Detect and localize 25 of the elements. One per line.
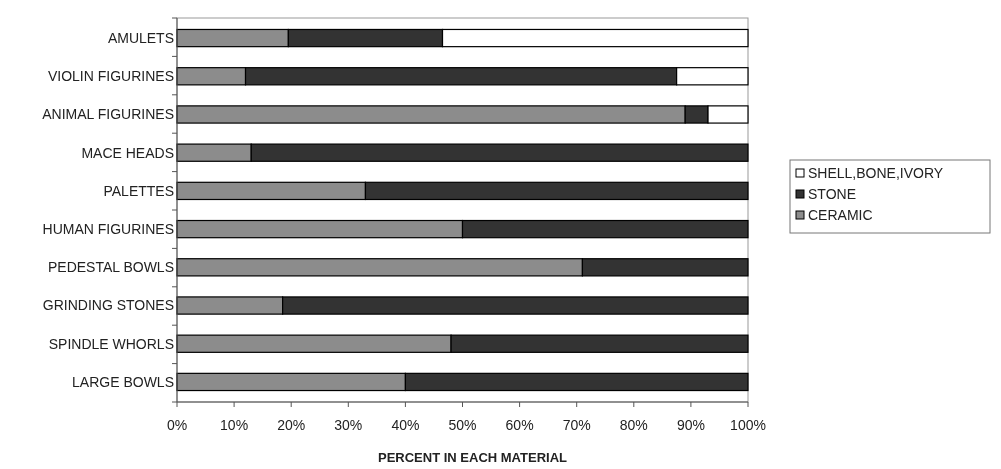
y-tick-label: HUMAN FIGURINES	[42, 221, 174, 237]
x-tick-label: 50%	[448, 417, 477, 433]
y-tick-label: LARGE BOWLS	[72, 373, 174, 390]
y-tick-label: MACE HEADS	[81, 144, 174, 161]
legend-label: CERAMIC	[808, 206, 873, 223]
legend-label: SHELL,BONE,IVORY	[808, 164, 944, 181]
x-tick-label: 100%	[730, 417, 766, 433]
x-tick-label: 0%	[166, 417, 188, 433]
legend-label: STONE	[808, 185, 856, 202]
y-tick-label: PEDESTAL BOWLS	[47, 259, 174, 276]
x-tick-label: 60%	[505, 417, 534, 433]
y-tick-label: VIOLIN FIGURINES	[47, 68, 174, 85]
y-tick-label: GRINDING STONES	[42, 297, 174, 314]
x-tick-label: 20%	[277, 417, 306, 433]
x-tick-label: 40%	[391, 417, 420, 433]
x-axis-title: PERCENT IN EACH MATERIAL	[378, 450, 568, 465]
y-tick-label: AMULETS	[107, 29, 174, 46]
x-tick-label: 80%	[619, 417, 648, 433]
x-tick-label: 70%	[562, 417, 591, 433]
x-tick-label: 30%	[334, 417, 363, 433]
x-tick-label: 10%	[220, 417, 249, 433]
x-tick-label: 90%	[676, 417, 705, 433]
y-tick-label: ANIMAL FIGURINES	[42, 106, 174, 123]
y-tick-label: PALETTES	[103, 182, 174, 199]
y-tick-label: SPINDLE WHORLS	[48, 335, 174, 352]
